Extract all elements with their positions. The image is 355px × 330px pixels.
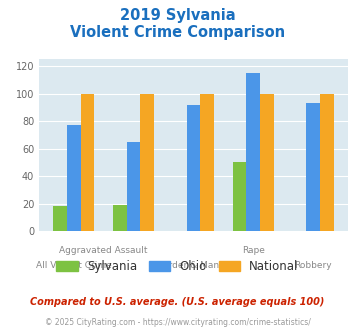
Bar (246, 73, 260, 231)
Text: Compared to U.S. average. (U.S. average equals 100): Compared to U.S. average. (U.S. average … (30, 297, 325, 307)
Bar (306, 103, 320, 231)
Text: All Violent Crime: All Violent Crime (36, 261, 111, 270)
Text: 2019 Sylvania: 2019 Sylvania (120, 8, 235, 23)
Bar (113, 205, 127, 231)
Bar (127, 142, 141, 231)
Text: © 2025 CityRating.com - https://www.cityrating.com/crime-statistics/: © 2025 CityRating.com - https://www.city… (45, 318, 310, 327)
Bar (200, 94, 214, 231)
Bar (260, 94, 274, 231)
Text: Robbery: Robbery (294, 261, 332, 270)
Text: Rape: Rape (242, 246, 265, 255)
Bar (233, 162, 246, 231)
Bar (67, 125, 81, 231)
Bar (320, 94, 334, 231)
Text: Murder & Mans...: Murder & Mans... (155, 261, 232, 270)
Legend: Sylvania, Ohio, National: Sylvania, Ohio, National (56, 260, 299, 273)
Bar (187, 105, 200, 231)
Bar (141, 94, 154, 231)
Text: Violent Crime Comparison: Violent Crime Comparison (70, 25, 285, 40)
Text: Aggravated Assault: Aggravated Assault (59, 246, 148, 255)
Bar (81, 94, 94, 231)
Bar (53, 206, 67, 231)
